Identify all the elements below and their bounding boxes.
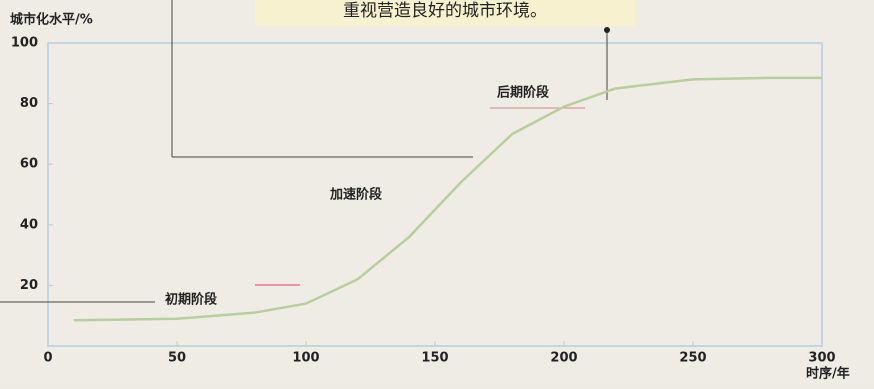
y-tick-label: 40	[20, 217, 38, 232]
x-tick-label: 50	[168, 351, 186, 366]
banner	[255, 0, 635, 26]
y-tick-label: 20	[20, 278, 38, 293]
y-tick-label: 100	[11, 36, 38, 51]
top-text: 重视营造良好的城市环境。	[343, 1, 547, 21]
annotation: 后期阶段	[497, 85, 549, 101]
x-tick-label: 300	[808, 351, 835, 366]
annotation: 初期阶段	[165, 292, 217, 308]
annotation: 加速阶段	[329, 187, 382, 203]
x-tick-label: 0	[43, 351, 52, 366]
x-tick-label: 150	[421, 351, 448, 366]
x-axis-label: 时序/年	[806, 366, 850, 382]
curve	[73, 76, 822, 322]
y-tick-label: 60	[20, 157, 38, 172]
y-axis-label: 城市化水平/%	[10, 12, 93, 28]
x-tick-label: 250	[679, 351, 706, 366]
x-tick-label: 200	[550, 351, 577, 366]
y-tick-label: 80	[20, 96, 38, 111]
pointer-dot	[604, 27, 610, 33]
x-tick-label: 100	[292, 351, 319, 366]
